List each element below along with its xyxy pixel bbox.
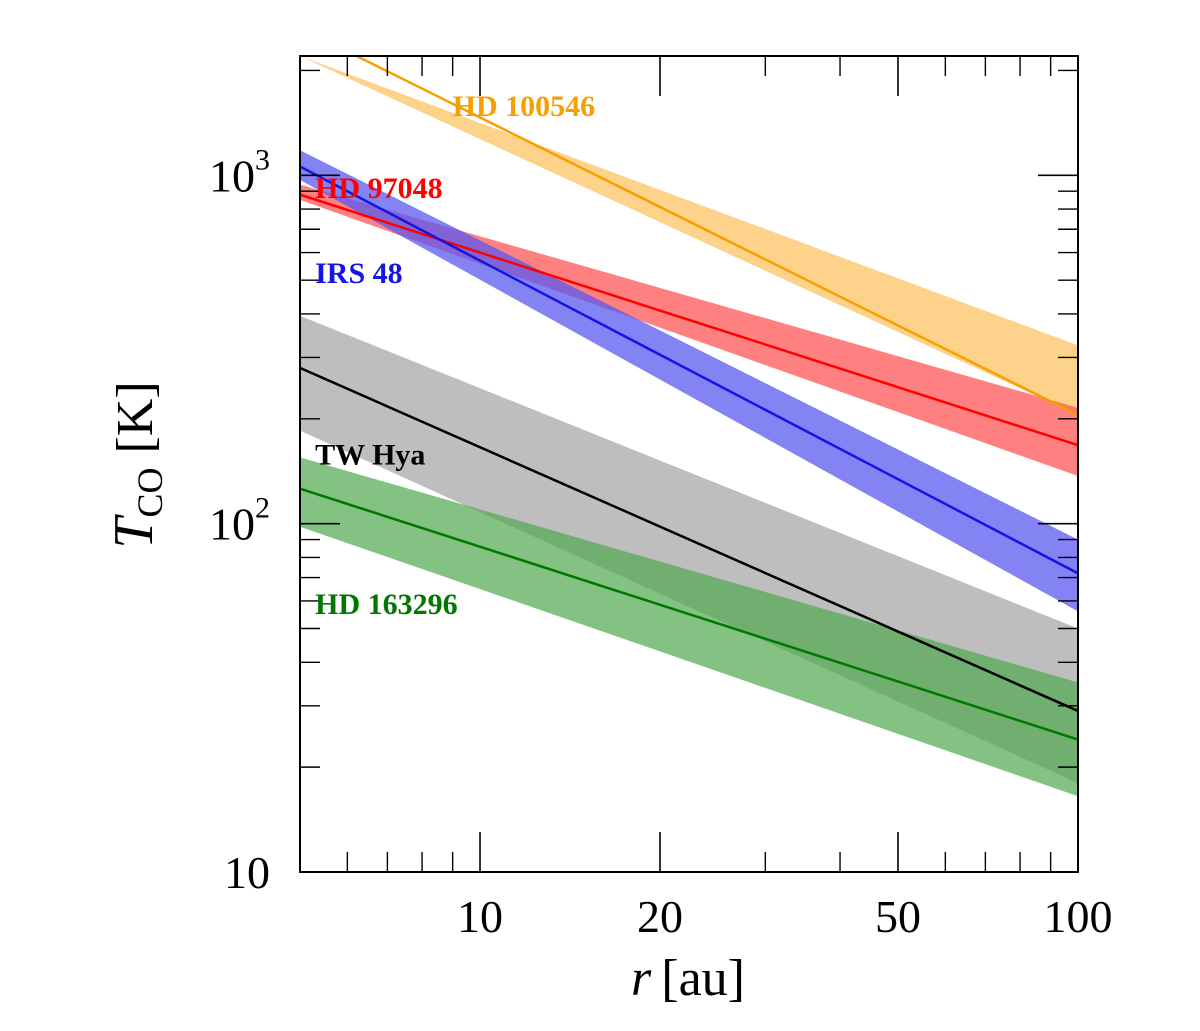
band-hd-163296: [300, 457, 1078, 797]
line-hd-100546: [353, 56, 1078, 417]
band-hd-100546: [300, 56, 1078, 416]
x-tick-label: 10: [457, 891, 503, 942]
line-irs-48: [300, 165, 1078, 575]
label-irs-48: IRS 48: [315, 257, 403, 290]
line-hd-97048: [300, 193, 1078, 447]
y-tick-label: 102: [209, 492, 270, 550]
band-irs-48: [300, 150, 1078, 612]
y-axis-label: TCO[K]: [103, 381, 170, 548]
label-tw-hya: TW Hya: [315, 438, 425, 471]
x-tick-label: 20: [637, 891, 683, 942]
line-hd-163296: [300, 487, 1078, 741]
x-tick-label: 100: [1044, 891, 1113, 942]
x-axis-label: r [au]: [631, 950, 745, 1007]
x-tick-label: 50: [875, 891, 921, 942]
line-tw-hya: [300, 366, 1078, 713]
label-hd-97048: HD 97048: [315, 172, 443, 205]
label-hd-163296: HD 163296: [315, 588, 458, 621]
label-hd-100546: HD 100546: [453, 90, 596, 123]
y-tick-label: 103: [209, 143, 270, 201]
y-tick-label: 10: [224, 847, 270, 898]
plot-frame: [299, 55, 1079, 873]
